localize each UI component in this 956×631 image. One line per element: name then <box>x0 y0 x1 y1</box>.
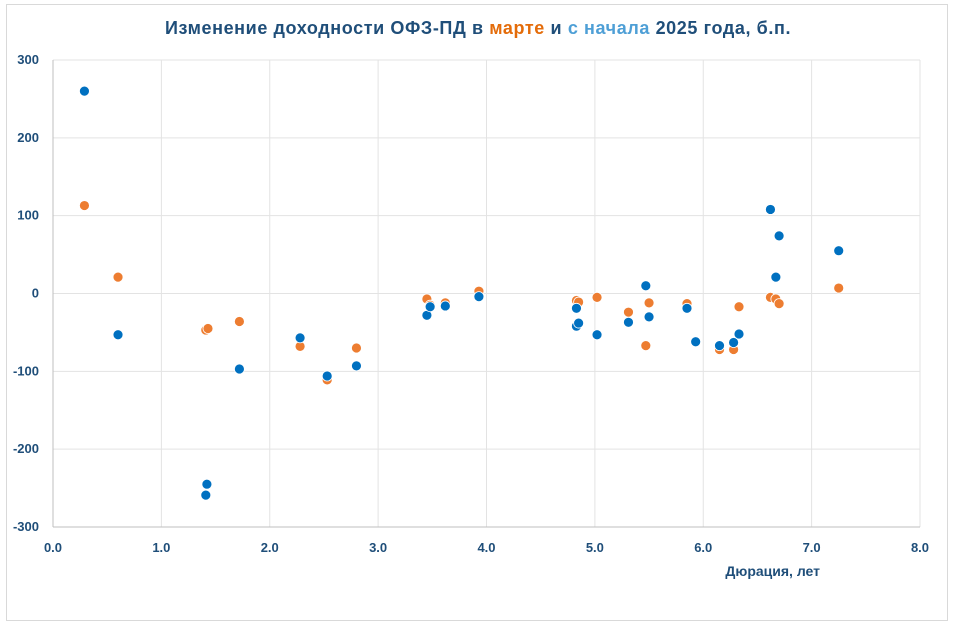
chart-title: Изменение доходности ОФЗ-ПД в марте и с … <box>0 18 956 39</box>
point-march <box>733 301 745 313</box>
point-ytd <box>591 329 603 341</box>
point-march <box>79 200 90 211</box>
point-ytd <box>201 478 213 490</box>
point-ytd <box>714 340 725 352</box>
point-ytd <box>321 370 333 382</box>
y-tick-label: 300 <box>17 52 39 67</box>
y-tick-label: 200 <box>17 130 39 145</box>
x-tick-label: 5.0 <box>586 540 604 555</box>
x-tick-label: 1.0 <box>152 540 170 555</box>
x-tick-label: 0.0 <box>44 540 62 555</box>
point-ytd <box>765 204 776 215</box>
gridlines <box>52 59 921 528</box>
point-march <box>591 291 603 303</box>
point-march <box>234 316 245 327</box>
x-tick-label: 4.0 <box>477 540 495 555</box>
point-march <box>623 306 634 318</box>
point-ytd <box>351 360 362 372</box>
title-part-3: и <box>544 18 568 38</box>
x-tick-labels: 0.0 1.0 2.0 3.0 4.0 5.0 6.0 7.0 8.0 <box>44 540 929 555</box>
x-tick-label: 3.0 <box>369 540 387 555</box>
chart-frame <box>6 4 948 621</box>
point-march <box>351 342 362 354</box>
point-ytd <box>733 328 745 340</box>
point-ytd <box>770 271 782 283</box>
title-part-5: 2025 года, б.п. <box>649 18 792 38</box>
data-points <box>79 85 845 501</box>
title-part-1: Изменение доходности ОФЗ-ПД в <box>164 18 490 38</box>
title-part-since-start: с начала <box>567 18 650 38</box>
axes <box>52 60 920 528</box>
y-tick-labels: 300 200 100 0 -100 -200 -300 <box>13 52 39 534</box>
y-tick-label: 100 <box>17 208 39 223</box>
point-ytd <box>294 332 306 344</box>
point-ytd <box>439 300 451 312</box>
point-ytd <box>728 337 739 348</box>
point-ytd <box>833 245 845 257</box>
y-tick-label: -100 <box>13 363 39 378</box>
point-ytd <box>773 230 785 242</box>
point-ytd <box>573 317 585 329</box>
title-part-march: марте <box>489 18 545 38</box>
x-tick-label: 2.0 <box>261 540 279 555</box>
point-ytd <box>690 336 702 348</box>
x-tick-label: 6.0 <box>694 540 712 555</box>
point-ytd <box>234 363 245 375</box>
point-ytd <box>640 280 652 292</box>
point-march <box>833 282 845 294</box>
point-march <box>640 340 652 352</box>
point-march <box>112 271 124 283</box>
y-tick-label: -300 <box>13 519 39 534</box>
point-march <box>773 298 785 310</box>
point-ytd <box>643 311 655 323</box>
point-ytd <box>79 85 90 97</box>
point-ytd <box>681 302 693 314</box>
x-tick-label: 7.0 <box>803 540 821 555</box>
x-tick-label: 8.0 <box>911 540 929 555</box>
x-axis-label: Дюрация, лет <box>725 563 820 579</box>
point-ytd <box>112 329 124 341</box>
point-ytd <box>623 316 634 328</box>
point-ytd <box>424 301 436 313</box>
point-march <box>643 297 655 309</box>
point-ytd <box>473 291 485 303</box>
y-tick-label: -200 <box>13 441 39 456</box>
y-tick-label: 0 <box>32 286 39 301</box>
point-ytd <box>200 489 212 501</box>
point-ytd <box>571 302 582 314</box>
point-march <box>202 323 214 334</box>
